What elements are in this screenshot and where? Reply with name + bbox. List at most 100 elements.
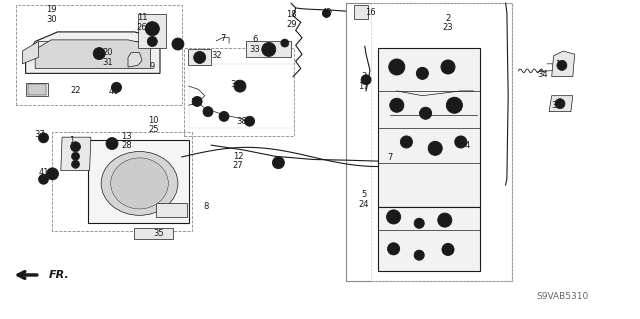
Text: 7: 7: [388, 153, 393, 162]
Text: 5
24: 5 24: [358, 190, 369, 209]
Text: 40: 40: [173, 40, 183, 48]
Circle shape: [50, 171, 55, 176]
Circle shape: [175, 41, 180, 47]
Circle shape: [219, 111, 229, 122]
Text: 3
17: 3 17: [358, 72, 369, 91]
Text: 4: 4: [465, 141, 470, 150]
Text: 34: 34: [538, 70, 548, 78]
Text: 12
27: 12 27: [233, 152, 243, 170]
Circle shape: [401, 136, 412, 148]
Text: 2
23: 2 23: [443, 14, 453, 32]
Polygon shape: [22, 41, 38, 64]
Circle shape: [93, 48, 105, 60]
Polygon shape: [552, 51, 575, 77]
Circle shape: [445, 64, 451, 70]
Polygon shape: [28, 84, 46, 95]
Circle shape: [97, 51, 102, 56]
Circle shape: [203, 107, 213, 117]
Circle shape: [222, 115, 226, 118]
Circle shape: [414, 250, 424, 260]
Text: 20
31: 20 31: [102, 48, 113, 67]
Circle shape: [433, 145, 438, 151]
Polygon shape: [188, 49, 211, 65]
Circle shape: [364, 78, 368, 82]
Circle shape: [442, 217, 447, 223]
Circle shape: [248, 119, 252, 123]
Polygon shape: [378, 48, 480, 207]
Text: 10
25: 10 25: [148, 116, 159, 134]
Circle shape: [195, 100, 199, 103]
Circle shape: [420, 71, 425, 76]
Circle shape: [417, 67, 428, 79]
Text: 38: 38: [237, 117, 247, 126]
Text: FR.: FR.: [49, 270, 69, 280]
Circle shape: [192, 96, 202, 107]
Circle shape: [428, 141, 442, 155]
Circle shape: [172, 38, 184, 50]
Circle shape: [557, 60, 567, 70]
Circle shape: [390, 98, 404, 112]
Text: 35: 35: [154, 229, 164, 238]
Text: 37: 37: [35, 130, 45, 139]
Circle shape: [266, 47, 272, 52]
Circle shape: [149, 26, 156, 32]
Text: 33: 33: [250, 45, 260, 54]
Circle shape: [281, 39, 289, 47]
Text: 19
30: 19 30: [46, 5, 56, 24]
Text: 14: 14: [555, 60, 565, 69]
Circle shape: [147, 36, 157, 47]
Circle shape: [458, 139, 463, 145]
Circle shape: [244, 116, 255, 126]
Circle shape: [194, 51, 205, 63]
Circle shape: [394, 64, 400, 70]
Circle shape: [558, 102, 562, 106]
Text: S9VAB5310: S9VAB5310: [536, 292, 589, 300]
Circle shape: [442, 243, 454, 256]
Circle shape: [38, 174, 49, 184]
Polygon shape: [246, 41, 291, 57]
Polygon shape: [134, 228, 173, 239]
Circle shape: [106, 137, 118, 150]
Circle shape: [276, 160, 281, 165]
Ellipse shape: [101, 152, 178, 215]
Circle shape: [38, 133, 49, 143]
Polygon shape: [378, 207, 480, 271]
Circle shape: [273, 157, 284, 169]
Text: 18
29: 18 29: [286, 11, 296, 29]
Circle shape: [111, 82, 122, 93]
Text: 32: 32: [211, 51, 221, 60]
Circle shape: [388, 243, 399, 255]
Polygon shape: [88, 140, 189, 223]
Polygon shape: [26, 83, 48, 96]
Circle shape: [262, 42, 276, 56]
Circle shape: [323, 9, 330, 18]
Text: 1: 1: [69, 136, 74, 145]
Circle shape: [109, 141, 115, 146]
Circle shape: [72, 152, 79, 160]
Circle shape: [455, 136, 467, 148]
Text: 41: 41: [38, 168, 49, 177]
Circle shape: [47, 168, 58, 180]
Circle shape: [206, 110, 210, 114]
Text: 36: 36: [552, 101, 562, 110]
Polygon shape: [549, 96, 573, 112]
Polygon shape: [138, 14, 166, 48]
Text: 22: 22: [70, 86, 81, 95]
Circle shape: [441, 60, 455, 74]
Text: 39: 39: [230, 80, 241, 89]
Circle shape: [445, 247, 451, 252]
Circle shape: [70, 142, 81, 152]
Text: 8: 8: [204, 202, 209, 211]
Circle shape: [417, 253, 421, 257]
Circle shape: [197, 55, 202, 60]
Text: 6: 6: [252, 35, 257, 44]
Circle shape: [145, 22, 159, 36]
Polygon shape: [156, 203, 187, 217]
Circle shape: [555, 99, 565, 109]
Polygon shape: [61, 137, 91, 171]
Circle shape: [404, 139, 409, 145]
Circle shape: [237, 84, 243, 89]
Circle shape: [234, 80, 246, 92]
Text: 40: 40: [109, 87, 119, 96]
Circle shape: [394, 102, 399, 108]
